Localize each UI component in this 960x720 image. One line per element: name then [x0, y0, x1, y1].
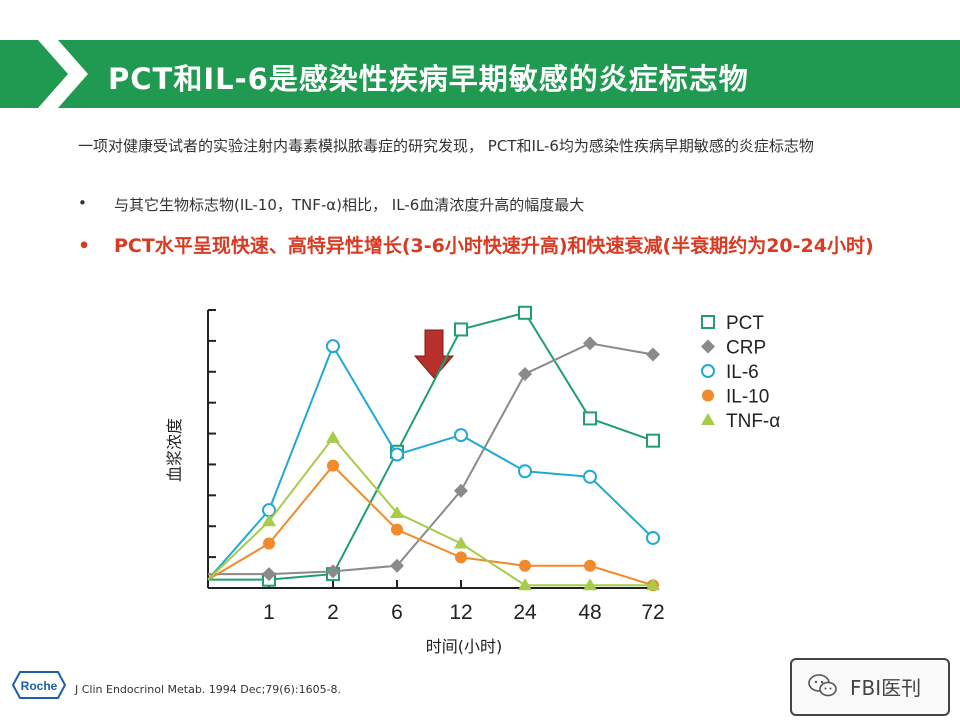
svg-text:Roche: Roche [21, 679, 58, 693]
y-axis-label: 血浆浓度 [165, 418, 184, 482]
data-point-tnf- [326, 430, 340, 443]
legend-marker-il-6 [701, 364, 715, 378]
data-point-tnf- [646, 578, 660, 591]
data-point-il-6 [518, 464, 532, 479]
roche-logo: Roche [12, 671, 66, 699]
data-point-pct [454, 322, 468, 337]
x-tick-label: 1 [263, 601, 275, 624]
bullet-marker: • [78, 194, 87, 212]
data-point-pct [646, 433, 660, 448]
data-point-tnf- [262, 514, 276, 527]
legend-marker-il-10 [702, 389, 714, 402]
arrow-down-icon [413, 329, 455, 379]
data-point-il-6 [390, 447, 404, 462]
legend-marker-pct [701, 315, 715, 329]
series-line-crp [208, 342, 654, 576]
data-point-tnf- [518, 578, 532, 591]
data-point-crp [518, 366, 532, 381]
slide-title: PCT和IL-6是感染性疾病早期敏感的炎症标志物 [108, 62, 749, 96]
data-point-crp [390, 558, 404, 573]
series-line-il-10 [207, 464, 654, 587]
legend-label-il-6: IL-6 [726, 362, 759, 383]
x-tick-label: 72 [641, 601, 664, 624]
x-tick-label: 12 [449, 601, 472, 624]
legend-label-il-10: IL-10 [726, 387, 769, 408]
x-tick-label: 48 [578, 601, 601, 624]
data-point-pct [583, 411, 597, 426]
legend-marker-crp [701, 339, 715, 354]
data-point-crp [583, 336, 597, 351]
wechat-watermark: FBI医刊 [790, 658, 950, 716]
x-tick-label: 6 [391, 601, 403, 624]
data-point-il-6 [454, 428, 468, 443]
data-point-il-6 [646, 530, 660, 545]
cytokine-line-chart: 1 2 6 12 24 48 72时间(小时)血浆浓度PCTCRPIL-6IL-10TNF-… [165, 305, 780, 656]
data-point-tnf- [454, 536, 468, 549]
title-banner [0, 40, 960, 108]
data-point-pct [518, 305, 532, 320]
intro-text: 一项对健康受试者的实验注射内毒素模拟脓毒症的研究发现， PCT和IL-6均为感染… [78, 137, 814, 155]
legend-marker-tnf- [701, 413, 715, 425]
data-point-il-10 [263, 537, 275, 550]
data-point-tnf- [583, 578, 597, 591]
x-tick-label: 2 [327, 601, 339, 624]
series-line-il-6 [207, 343, 654, 581]
data-point-il-10 [455, 551, 467, 564]
legend-label-tnf-: TNF-α [726, 411, 780, 432]
data-point-crp [326, 564, 340, 579]
citation: J Clin Endocrinol Metab. 1994 Dec;79(6):… [75, 683, 342, 696]
data-point-il-10 [519, 559, 531, 572]
data-point-crp [262, 567, 276, 582]
x-tick-label: 24 [513, 601, 537, 624]
data-point-il-10 [584, 559, 596, 572]
data-point-tnf- [390, 505, 404, 518]
bullet-marker: • [78, 235, 91, 257]
watermark-text: FBI医刊 [850, 676, 922, 700]
legend-label-pct: PCT [726, 313, 764, 334]
series-line-pct [208, 311, 654, 581]
series-line-tnf- [207, 436, 653, 587]
data-point-il-6 [583, 469, 597, 484]
x-axis-label: 时间(小时) [426, 637, 503, 656]
data-point-crp [646, 347, 660, 362]
wechat-icon [808, 674, 837, 697]
data-point-il-6 [326, 339, 340, 354]
legend-label-crp: CRP [726, 338, 766, 359]
data-point-il-10 [391, 523, 403, 536]
bullet-1-text: 与其它生物标志物(IL-10，TNF-α)相比， IL-6血清浓度升高的幅度最大 [114, 196, 585, 214]
data-point-crp [454, 483, 468, 498]
data-point-il-10 [327, 459, 339, 472]
bullet-2-text: PCT水平呈现快速、高特异性增长(3-6小时快速升高)和快速衰减(半衰期约为20… [114, 235, 874, 257]
